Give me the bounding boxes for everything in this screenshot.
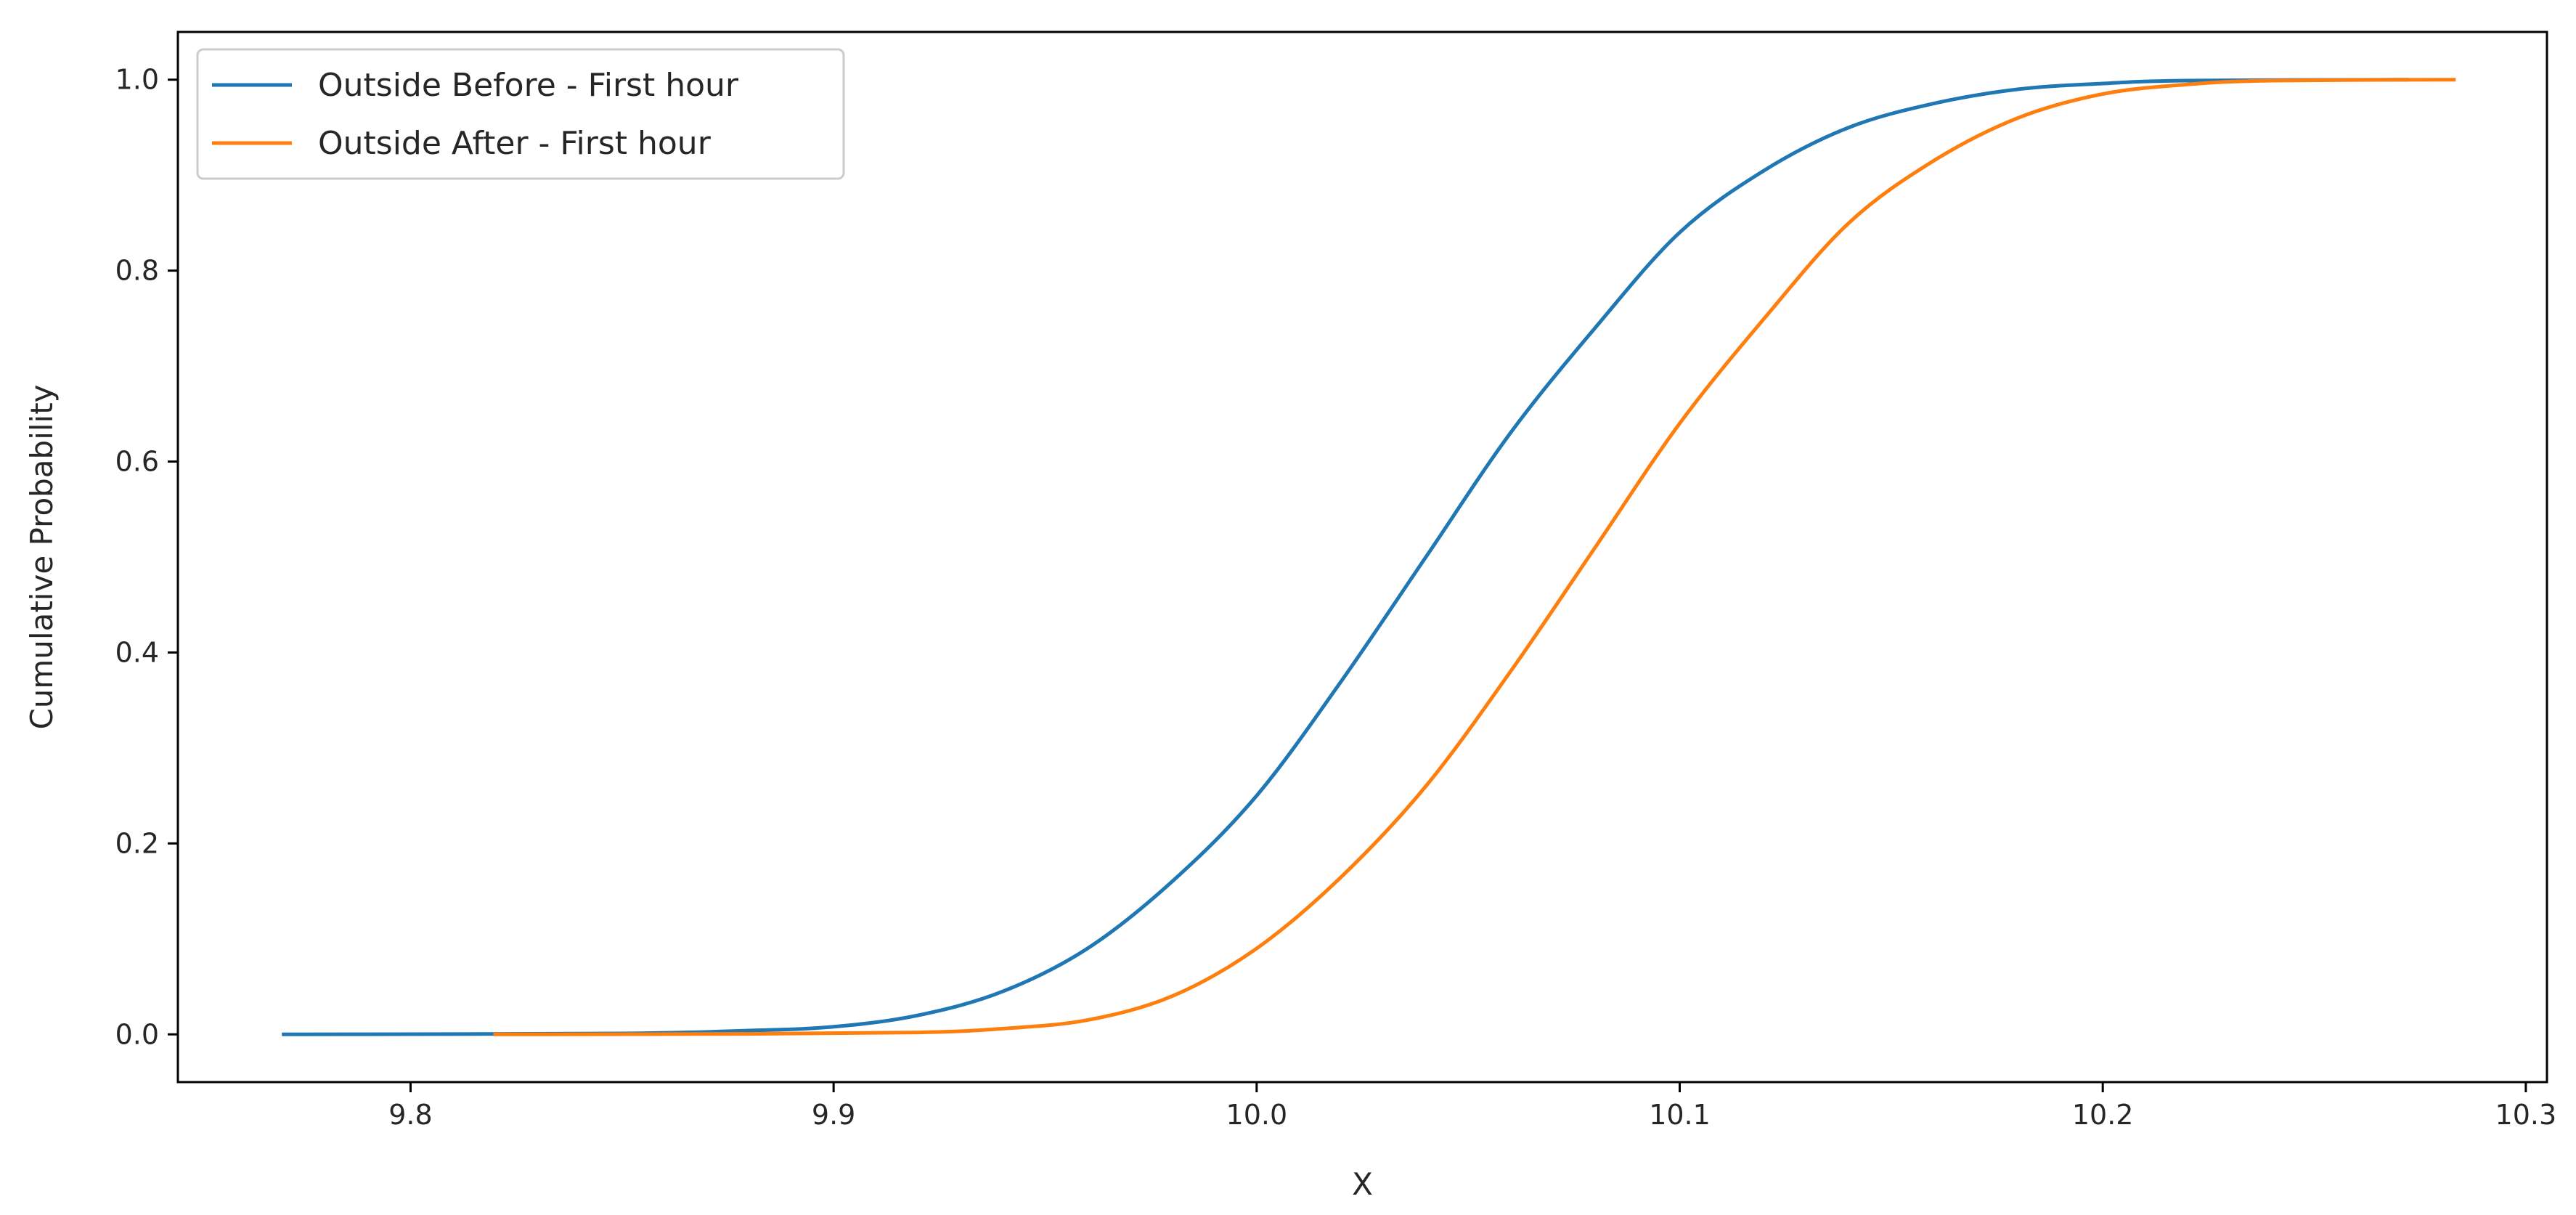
y-tick-label: 0.8 xyxy=(115,255,159,287)
x-tick-label: 9.8 xyxy=(388,1099,432,1131)
x-tick-label: 9.9 xyxy=(812,1099,855,1131)
x-tick-label: 10.0 xyxy=(1226,1099,1288,1131)
series-line-1 xyxy=(282,78,2410,1036)
y-tick-label: 0.6 xyxy=(115,446,159,478)
legend-label-1: Outside Before - First hour xyxy=(318,67,739,104)
y-tick-label: 0.0 xyxy=(115,1018,159,1050)
x-tick-label: 10.3 xyxy=(2495,1099,2557,1131)
y-tick-label: 0.2 xyxy=(115,827,159,859)
series-line-2 xyxy=(493,78,2456,1036)
x-tick-label: 10.1 xyxy=(1649,1099,1711,1131)
x-tick-label: 10.2 xyxy=(2072,1099,2134,1131)
axes-ticks: 9.8 9.9 10.0 10.1 10.2 10.3 0.0 0.2 0.4 0.6 0.8 1.0 xyxy=(115,64,2557,1131)
plot-area xyxy=(176,31,2548,1084)
y-tick-label: 0.4 xyxy=(115,636,159,668)
y-axis-label: Cumulative Probability xyxy=(24,384,60,729)
legend-box xyxy=(196,48,845,180)
x-axis-label: X xyxy=(1352,1166,1373,1202)
legend: Outside Before - First hour Outside After… xyxy=(196,48,845,180)
legend-label-2: Outside After - First hour xyxy=(318,125,712,162)
axes-frame xyxy=(176,31,2548,1084)
y-tick-label: 1.0 xyxy=(115,64,159,96)
